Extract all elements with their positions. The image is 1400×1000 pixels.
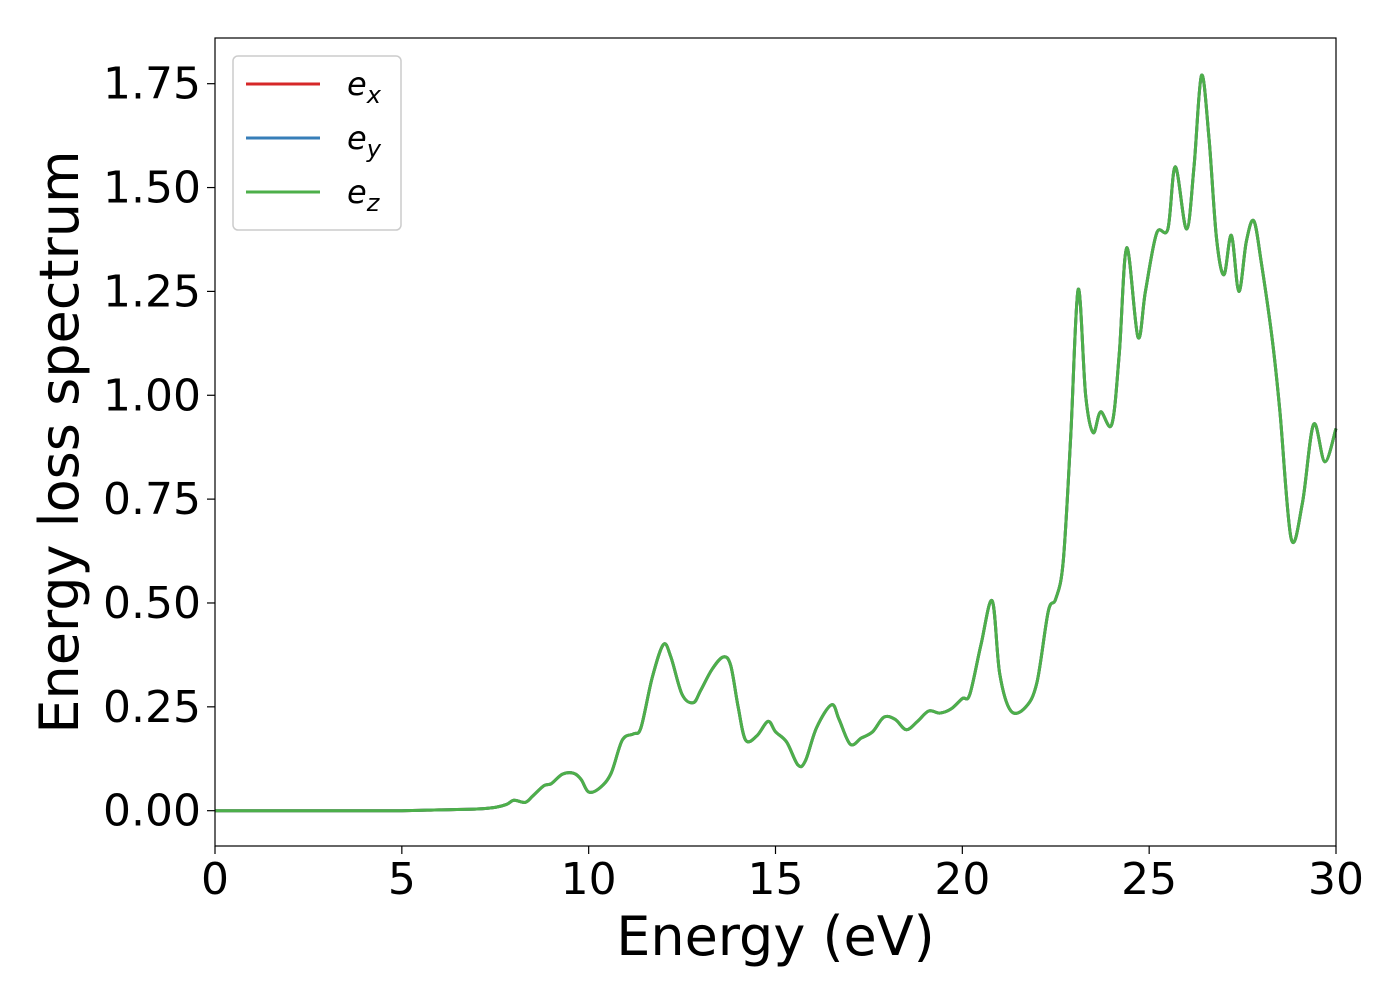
y-tick-label: 0.75 (103, 474, 201, 525)
x-tick-label: 30 (1308, 854, 1364, 905)
plot-lines (215, 73, 1338, 813)
y-tick-label: 1.50 (103, 163, 201, 214)
legend-label: ex (347, 65, 382, 109)
x-tick-label: 5 (388, 854, 416, 905)
y-axis-ticks: 0.00 0.25 0.50 0.75 1.00 1.25 1.50 1.75 (103, 59, 215, 837)
y-axis-label: Energy loss spectrum (28, 150, 91, 733)
legend: ex ey ez (232, 55, 402, 231)
series-line-e-z (215, 73, 1338, 813)
y-tick-label: 0.25 (103, 682, 201, 733)
y-tick-label: 1.25 (103, 266, 201, 317)
x-tick-label: 0 (201, 854, 229, 905)
legend-label: ey (347, 119, 382, 163)
x-tick-label: 25 (1121, 854, 1177, 905)
y-tick-label: 1.75 (103, 59, 201, 110)
x-axis-label: Energy (eV) (616, 905, 935, 968)
x-tick-label: 15 (748, 854, 804, 905)
x-tick-label: 20 (934, 854, 990, 905)
x-axis-ticks: 0 5 10 15 20 25 30 (201, 846, 1364, 905)
y-tick-label: 0.50 (103, 578, 201, 629)
legend-label: ez (347, 173, 381, 217)
y-tick-label: 0.00 (103, 786, 201, 837)
y-tick-label: 1.00 (103, 370, 201, 421)
legend-box (232, 55, 402, 231)
x-tick-label: 10 (561, 854, 617, 905)
